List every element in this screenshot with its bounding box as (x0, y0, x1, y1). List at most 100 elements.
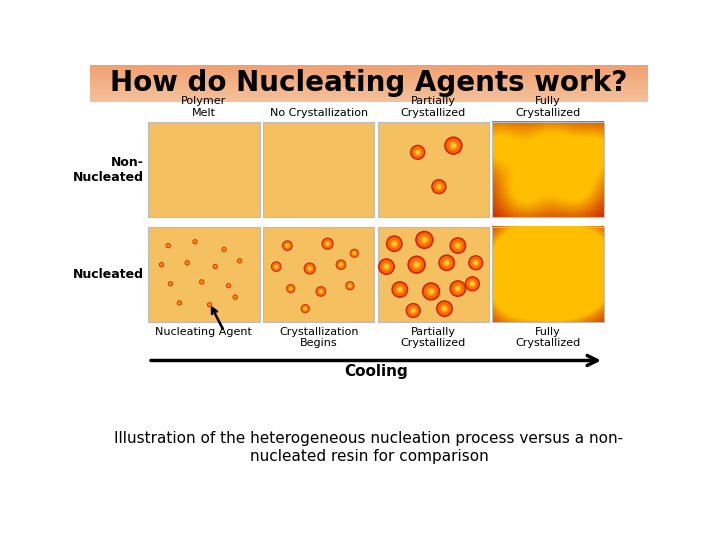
Circle shape (451, 282, 464, 295)
Circle shape (436, 184, 442, 190)
Circle shape (353, 252, 356, 255)
Circle shape (385, 265, 388, 268)
Circle shape (275, 266, 277, 267)
Circle shape (416, 232, 433, 248)
Bar (377, 122, 489, 217)
Circle shape (290, 288, 292, 289)
Bar (90, 96, 648, 97)
Circle shape (380, 260, 392, 273)
Circle shape (347, 282, 353, 289)
Circle shape (444, 259, 450, 266)
Circle shape (167, 245, 169, 247)
Circle shape (194, 241, 196, 243)
Bar (90, 78, 648, 79)
Circle shape (305, 263, 315, 274)
Circle shape (438, 185, 441, 188)
Text: Non-
Nucleated: Non- Nucleated (73, 156, 143, 184)
Circle shape (391, 240, 397, 247)
Circle shape (446, 139, 460, 152)
Bar (90, 97, 648, 98)
Circle shape (346, 282, 354, 289)
Circle shape (272, 263, 280, 271)
Circle shape (406, 303, 420, 318)
Circle shape (227, 284, 230, 288)
Bar (90, 100, 648, 101)
Bar (90, 79, 648, 80)
Circle shape (207, 303, 212, 307)
Text: Fully
Crystallized: Fully Crystallized (516, 96, 580, 118)
Bar (90, 71, 648, 72)
Circle shape (471, 282, 474, 285)
Bar (90, 77, 648, 78)
Bar (148, 226, 260, 322)
Circle shape (340, 264, 342, 266)
Circle shape (451, 144, 455, 147)
Circle shape (214, 266, 216, 268)
Bar (90, 86, 648, 87)
Circle shape (283, 241, 292, 250)
Text: Partially
Crystallized: Partially Crystallized (401, 327, 466, 348)
Circle shape (441, 305, 448, 312)
Circle shape (454, 242, 462, 249)
Circle shape (439, 255, 454, 271)
Bar (90, 80, 648, 81)
Circle shape (287, 286, 294, 292)
Bar (492, 122, 604, 217)
Circle shape (285, 244, 289, 248)
Circle shape (441, 256, 453, 269)
Circle shape (323, 239, 332, 248)
Bar (90, 93, 648, 94)
Circle shape (160, 263, 163, 267)
Bar (90, 95, 648, 96)
Bar (90, 73, 648, 74)
Bar (90, 67, 648, 68)
Circle shape (474, 261, 477, 264)
Bar (90, 98, 648, 99)
Circle shape (398, 288, 401, 291)
Circle shape (233, 295, 237, 299)
Bar (90, 69, 648, 70)
Circle shape (284, 242, 291, 249)
Circle shape (193, 240, 197, 244)
Circle shape (427, 288, 435, 295)
Circle shape (423, 283, 440, 300)
Circle shape (433, 181, 444, 192)
Circle shape (432, 180, 446, 194)
Circle shape (208, 303, 210, 306)
Text: How do Nucleating Agents work?: How do Nucleating Agents work? (110, 69, 628, 97)
Text: Partially
Crystallized: Partially Crystallized (401, 96, 466, 118)
Circle shape (302, 306, 308, 312)
Circle shape (472, 260, 479, 266)
Circle shape (316, 287, 325, 296)
Circle shape (234, 296, 236, 298)
Circle shape (456, 244, 459, 247)
Circle shape (429, 290, 433, 293)
Circle shape (348, 284, 351, 287)
Circle shape (412, 147, 423, 158)
Circle shape (408, 305, 419, 316)
Circle shape (320, 291, 322, 292)
Circle shape (408, 256, 425, 273)
Circle shape (388, 238, 400, 250)
Circle shape (437, 301, 452, 316)
Circle shape (317, 288, 325, 295)
Bar (90, 88, 648, 89)
Bar (90, 101, 648, 102)
Circle shape (228, 285, 230, 287)
Circle shape (451, 239, 464, 252)
Circle shape (450, 238, 466, 253)
Circle shape (177, 301, 181, 305)
Bar (90, 91, 648, 92)
Circle shape (213, 265, 217, 268)
Circle shape (322, 238, 333, 249)
Bar (90, 76, 648, 77)
Circle shape (423, 238, 426, 241)
Circle shape (305, 308, 306, 309)
Circle shape (238, 260, 240, 262)
Circle shape (418, 233, 431, 247)
Circle shape (470, 257, 481, 268)
Circle shape (326, 242, 328, 245)
Circle shape (289, 287, 292, 291)
Circle shape (339, 262, 343, 267)
Circle shape (424, 285, 438, 298)
